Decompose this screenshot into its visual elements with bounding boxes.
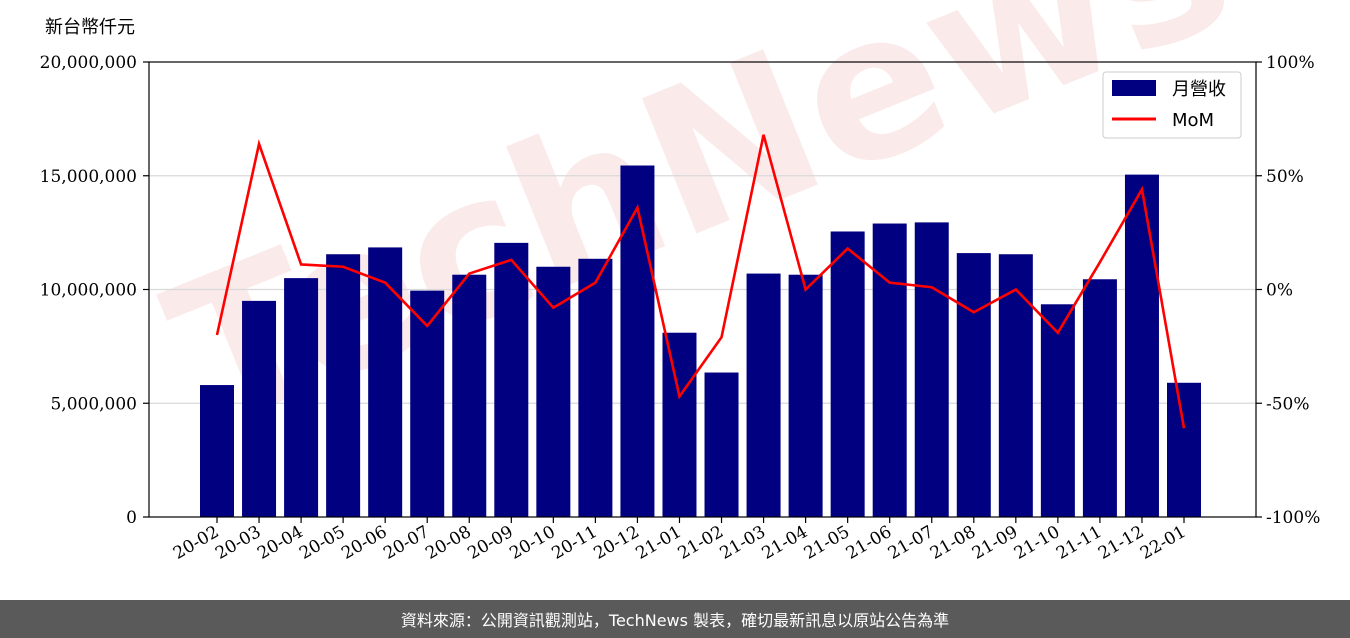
revenue-bar <box>620 165 655 517</box>
x-tick-label: 21-12 <box>1095 522 1147 564</box>
footer-text: 資料來源：公開資訊觀測站，TechNews 製表，確切最新訊息以原站公告為準 <box>400 611 950 630</box>
x-tick-label: 22-01 <box>1137 522 1189 564</box>
x-tick-label: 21-06 <box>843 522 895 564</box>
x-tick-label: 21-09 <box>969 522 1021 564</box>
x-tick-label: 21-07 <box>885 522 937 564</box>
left-tick-label: 0 <box>126 508 137 528</box>
x-tick-label: 20-04 <box>254 522 306 564</box>
revenue-bar <box>1167 382 1201 517</box>
x-tick-label: 21-01 <box>633 522 685 564</box>
x-tick-label: 21-02 <box>675 522 727 564</box>
left-tick-label: 20,000,000 <box>40 53 137 73</box>
revenue-bar <box>998 254 1033 518</box>
revenue-bar <box>872 223 907 517</box>
revenue-bar <box>746 273 781 517</box>
right-y-axis: -100% -50% 0% 50% 100% <box>1256 53 1320 528</box>
x-tick-label: 20-12 <box>590 522 642 564</box>
mom-line <box>215 134 1186 429</box>
revenue-bar <box>410 290 445 517</box>
legend-bar-label: 月營收 <box>1172 79 1226 100</box>
source-footer: 資料來源：公開資訊觀測站，TechNews 製表，確切最新訊息以原站公告為準 <box>0 600 1350 638</box>
left-tick-label: 5,000,000 <box>50 394 137 414</box>
revenue-bar <box>494 242 529 518</box>
revenue-bar <box>452 274 487 517</box>
x-tick-label: 21-11 <box>1053 522 1105 564</box>
x-tick-label: 20-07 <box>380 522 432 564</box>
right-tick-label: -50% <box>1266 394 1310 414</box>
revenue-bar <box>1082 279 1117 517</box>
x-tick-label: 21-04 <box>759 522 811 564</box>
x-tick-label: 20-11 <box>548 522 600 564</box>
line-series <box>215 134 1186 429</box>
y-axis-unit-label: 新台幣仟元 <box>45 17 135 38</box>
legend-bar-swatch <box>1112 80 1156 96</box>
left-tick-label: 10,000,000 <box>40 281 137 301</box>
revenue-bar <box>956 253 991 517</box>
legend-line-label: MoM <box>1172 110 1214 131</box>
x-tick-label: 20-06 <box>338 522 390 564</box>
x-tick-label: 20-10 <box>506 522 558 564</box>
x-tick-label: 21-05 <box>801 522 853 564</box>
revenue-bar <box>200 385 234 517</box>
x-tick-label: 21-03 <box>717 522 769 564</box>
x-tick-label: 20-03 <box>212 522 264 564</box>
revenue-bar <box>326 254 361 518</box>
revenue-bar <box>662 332 697 517</box>
left-y-axis: 0 5,000,000 10,000,000 15,000,000 20,000,000 <box>40 53 149 528</box>
right-tick-label: 0% <box>1266 281 1293 301</box>
right-tick-label: 50% <box>1266 167 1304 187</box>
revenue-bar <box>788 274 823 517</box>
x-tick-label: 21-10 <box>1011 522 1063 564</box>
revenue-bar <box>284 278 319 517</box>
revenue-bar <box>242 300 277 517</box>
right-tick-label: 100% <box>1266 53 1315 73</box>
x-tick-label: 20-09 <box>464 522 516 564</box>
left-tick-label: 15,000,000 <box>40 167 137 187</box>
revenue-bar <box>1124 174 1159 518</box>
x-tick-label: 20-02 <box>170 522 222 564</box>
revenue-bar <box>368 247 403 517</box>
x-tick-label: 20-08 <box>422 522 474 564</box>
revenue-bar <box>914 222 949 517</box>
bar-series <box>200 165 1201 518</box>
revenue-bar <box>578 258 613 517</box>
revenue-bar <box>704 372 739 517</box>
right-tick-label: -100% <box>1266 508 1320 528</box>
revenue-mom-chart: TechNews 新台幣仟元 05,000,00010,000,00015,00… <box>40 0 1321 564</box>
legend: 月營收 MoM <box>1102 71 1242 139</box>
revenue-bar <box>1040 304 1075 517</box>
x-tick-label: 21-08 <box>927 522 979 564</box>
revenue-bar <box>536 266 571 517</box>
x-tick-label: 20-05 <box>296 522 348 564</box>
revenue-bar <box>830 231 865 518</box>
x-axis: 20-0220-0320-0420-0520-0620-0720-0820-09… <box>170 517 1190 564</box>
